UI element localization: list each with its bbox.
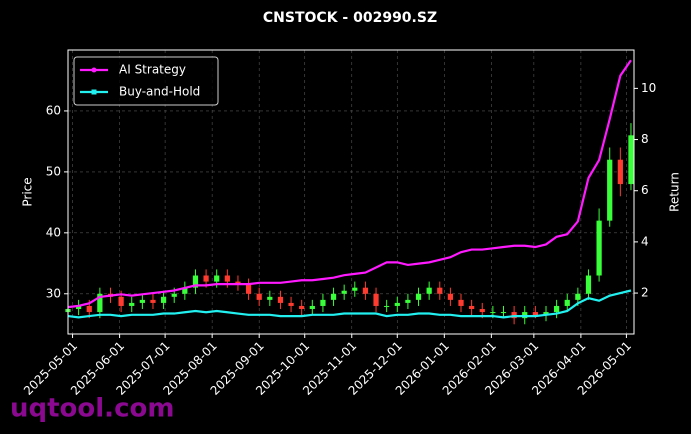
candle-body xyxy=(596,220,602,276)
candle-body xyxy=(299,305,305,310)
plot-frame xyxy=(67,49,635,335)
candle-body xyxy=(245,284,252,294)
candle-body xyxy=(394,302,400,306)
candle-body xyxy=(575,293,581,300)
candle-body xyxy=(405,299,411,303)
watermark: uqtool.com xyxy=(10,394,174,424)
candle-body xyxy=(352,287,358,291)
legend-label: AI Strategy xyxy=(119,63,186,77)
candle-body xyxy=(553,305,560,313)
candle-body xyxy=(458,299,464,306)
y-tick-label: 40 xyxy=(46,225,61,239)
candle-body xyxy=(214,275,220,282)
candle-body xyxy=(267,296,273,300)
y2-tick-label: 10 xyxy=(641,81,656,95)
candle-body xyxy=(617,159,623,185)
candle-body xyxy=(437,287,443,294)
candle-body xyxy=(288,302,294,306)
candle-body xyxy=(182,287,188,294)
candle-body xyxy=(277,296,284,303)
candle-body xyxy=(469,305,475,310)
y2-tick-label: 6 xyxy=(641,183,649,197)
candle-body xyxy=(543,312,549,316)
candle-body xyxy=(415,293,422,300)
candle-body xyxy=(490,312,496,314)
candle-body xyxy=(86,305,92,313)
legend-marker xyxy=(91,89,97,95)
y-tick-label: 50 xyxy=(46,164,61,178)
candle-body xyxy=(150,299,156,303)
candle-body xyxy=(384,305,390,307)
y-tick-label: 30 xyxy=(46,286,61,300)
y2-axis-label: Return xyxy=(668,172,682,212)
candle-body xyxy=(628,135,634,185)
candle-body xyxy=(171,293,177,297)
y-tick-label: 60 xyxy=(46,103,61,117)
candle-body xyxy=(330,293,337,300)
candle-body xyxy=(500,312,507,314)
legend: AI Strategy Buy-and-Hold xyxy=(73,56,219,106)
y2-tick-label: 4 xyxy=(641,234,649,248)
candle-body xyxy=(224,275,230,282)
candle-body xyxy=(341,290,347,294)
candle-body xyxy=(129,302,135,306)
y-axis-label: Price xyxy=(21,177,35,206)
candle-body xyxy=(373,293,379,306)
candle-body xyxy=(532,312,538,316)
y2-tick-label: 8 xyxy=(641,132,649,146)
candle-body xyxy=(585,275,592,294)
chart-title: CNSTOCK - 002990.SZ xyxy=(263,10,437,26)
candle-body xyxy=(320,299,326,306)
candle-body xyxy=(203,275,209,282)
candle-body xyxy=(564,299,570,306)
candle-body xyxy=(76,305,82,310)
series-line xyxy=(67,59,632,309)
candle-body xyxy=(607,159,613,221)
candle-body xyxy=(139,299,145,303)
candle-body xyxy=(479,309,485,313)
candle-body xyxy=(309,305,315,310)
candle-body xyxy=(192,275,199,288)
candle-body xyxy=(160,296,167,303)
candle-body xyxy=(256,293,262,300)
candle-body xyxy=(118,296,124,306)
legend-box xyxy=(73,56,219,106)
legend-marker xyxy=(91,67,97,73)
candle-body xyxy=(426,287,432,294)
y2-tick-label: 2 xyxy=(641,286,649,300)
candle-body xyxy=(447,293,454,300)
series-line xyxy=(67,289,632,319)
candle-body xyxy=(362,287,369,294)
legend-label: Buy-and-Hold xyxy=(119,85,200,99)
candle-body xyxy=(97,293,103,313)
